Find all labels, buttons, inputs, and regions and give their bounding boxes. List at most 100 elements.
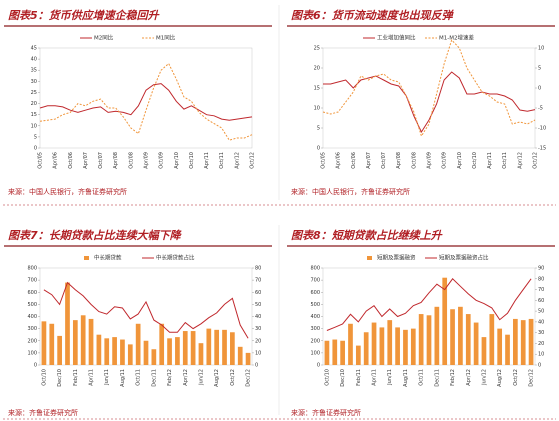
bar [159,323,165,365]
x-tick-label: Apr/09 [427,152,433,169]
y-tick-label: 0 [317,363,320,369]
plot-frame [39,47,253,149]
bar [230,332,235,365]
x-tick-label: Oct/05 [321,152,327,169]
y2-tick-label: 0 [255,363,258,369]
x-tick-label: Aug/11 [120,369,126,387]
bar [190,331,196,365]
bar [222,329,227,365]
bar [112,337,117,365]
y-tick-label: 10 [31,123,37,129]
y2-tick-label: 10 [538,352,544,358]
x-tick-label: Apr/11 [487,152,493,169]
y-tick-label: 800 [310,266,320,272]
y2-tick-label: 60 [255,290,261,296]
source-note: 来源：中国人民银行，齐鲁证券研究所 [291,187,410,196]
y2-tick-label: 0 [538,363,541,369]
y2-tick-label: 40 [255,314,261,320]
y2-tick-label: 50 [255,302,261,308]
y2-tick-label: 20 [538,341,544,347]
chart-title: 图表6：货币流动速度也出现反弹 [291,9,455,22]
series-line [326,278,532,331]
legend-label: 中长期贷款占比 [156,254,195,262]
source-note: 来源：齐鲁证券研究所 [291,408,361,417]
y2-tick-label: 50 [538,309,544,315]
y2-tick-label: 20 [255,338,261,344]
x-tick-label: Jun/12 [481,369,487,386]
bar [465,314,471,365]
x-tick-label: Apr/11 [89,369,95,386]
bar [403,329,408,365]
x-tick-label: Oct/08 [128,152,134,169]
x-tick-label: Feb/12 [167,369,173,386]
x-tick-label: Oct/06 [68,152,74,169]
bar [348,323,353,365]
y2-tick-label: 70 [538,287,544,293]
x-tick-label: Oct/10 [41,369,47,386]
bar [520,320,526,365]
x-tick-label: Apr/07 [83,152,89,169]
bar [355,345,361,365]
y-tick-label: 15 [314,86,320,92]
y2-tick-label: 40 [538,319,544,325]
bar [135,323,141,365]
y-tick-label: 30 [31,79,37,85]
y-tick-label: 800 [27,266,37,272]
x-tick-label: Oct/10 [189,152,195,169]
y-tick-label: 20 [314,66,320,72]
bar [505,334,510,365]
x-tick-label: Aug/11 [403,369,409,387]
y2-tick-label: 10 [255,350,261,356]
series-line [43,281,249,339]
y-tick-label: 300 [27,326,37,332]
y-tick-label: 600 [27,290,37,296]
series-line [323,71,536,134]
bar [104,338,110,365]
y-tick-label: 40 [31,57,37,63]
bar [120,339,125,365]
bar [72,320,78,365]
y-tick-label: 100 [27,350,37,356]
bar [332,339,338,365]
x-tick-label: Apr/06 [53,152,59,169]
source-note: 来源：齐鲁证券研究所 [8,408,78,417]
bar [363,332,369,365]
y-tick-label: 500 [310,302,320,308]
y-tick-label: 10 [314,106,320,112]
legend-label: 中长期贷款 [94,254,122,262]
y2-tick-label: 5 [538,66,541,72]
bar [41,321,47,365]
bar [340,340,345,365]
bar [175,337,180,365]
x-tick-label: Apr/07 [366,152,372,169]
x-tick-label: Oct/12 [250,152,256,169]
x-tick-label: Apr/12 [517,152,523,169]
y-tick-label: 15 [31,112,37,118]
y2-tick-label: 70 [255,278,261,284]
chart-title: 图表5：货币供应增速企稳回升 [8,9,160,22]
x-tick-label: Oct/12 [513,369,519,386]
x-tick-label: Dec/11 [151,369,157,387]
y-tick-label: 600 [310,290,320,296]
x-tick-label: Oct/07 [98,152,104,169]
bar [434,306,440,365]
y-tick-label: 25 [314,46,320,52]
bar [198,343,204,365]
x-tick-label: Jun/12 [198,369,204,386]
y2-tick-label: 60 [538,298,544,304]
y-tick-label: 700 [27,278,37,284]
x-tick-label: Oct/10 [472,152,478,169]
x-tick-label: Apr/12 [183,369,189,386]
bar [127,344,133,365]
x-tick-label: Apr/10 [457,152,463,169]
y2-tick-label: 80 [255,266,261,272]
x-tick-label: Jun/11 [104,369,110,386]
chart-title: 图表7：长期贷款占比连续大幅下降 [8,229,183,242]
legend-swatch [84,256,89,260]
x-tick-label: Apr/12 [466,369,472,386]
bar [450,309,455,365]
bar [426,315,432,365]
y-tick-label: 5 [34,134,37,140]
